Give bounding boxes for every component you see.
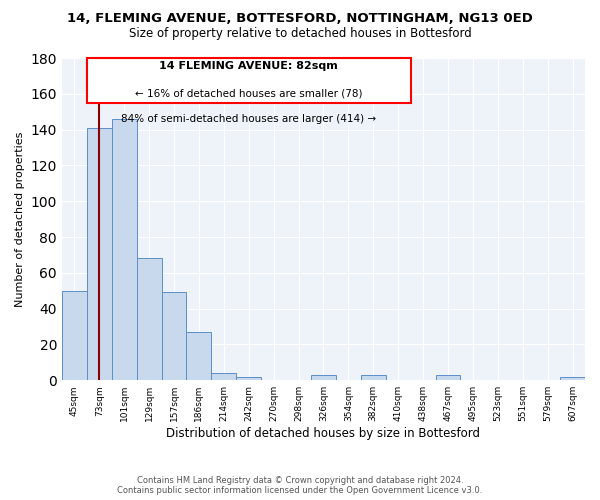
Bar xyxy=(211,373,236,380)
Bar xyxy=(87,128,112,380)
Bar xyxy=(112,119,137,380)
Bar xyxy=(361,375,386,380)
Bar xyxy=(62,290,87,380)
Bar xyxy=(137,258,161,380)
Text: 14 FLEMING AVENUE: 82sqm: 14 FLEMING AVENUE: 82sqm xyxy=(160,61,338,71)
Bar xyxy=(187,332,211,380)
Text: Contains HM Land Registry data © Crown copyright and database right 2024.
Contai: Contains HM Land Registry data © Crown c… xyxy=(118,476,482,495)
X-axis label: Distribution of detached houses by size in Bottesford: Distribution of detached houses by size … xyxy=(166,427,481,440)
Text: 14, FLEMING AVENUE, BOTTESFORD, NOTTINGHAM, NG13 0ED: 14, FLEMING AVENUE, BOTTESFORD, NOTTINGH… xyxy=(67,12,533,26)
Text: ← 16% of detached houses are smaller (78): ← 16% of detached houses are smaller (78… xyxy=(135,88,362,99)
Bar xyxy=(311,375,336,380)
Text: Size of property relative to detached houses in Bottesford: Size of property relative to detached ho… xyxy=(128,28,472,40)
FancyBboxPatch shape xyxy=(87,58,410,103)
Bar xyxy=(560,376,585,380)
Text: 84% of semi-detached houses are larger (414) →: 84% of semi-detached houses are larger (… xyxy=(121,114,376,124)
Bar xyxy=(161,292,187,380)
Bar xyxy=(436,375,460,380)
Bar xyxy=(236,376,261,380)
Y-axis label: Number of detached properties: Number of detached properties xyxy=(15,132,25,307)
